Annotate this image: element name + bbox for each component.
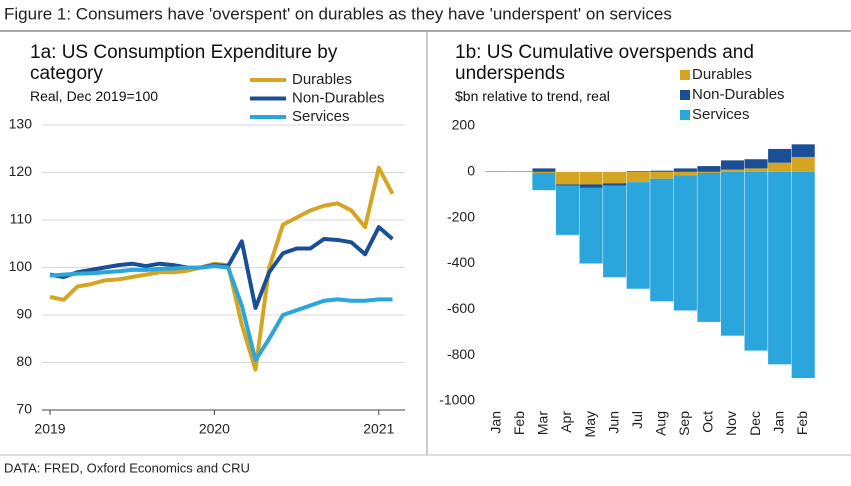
x-tick-label: May bbox=[582, 411, 598, 437]
bar bbox=[791, 171, 815, 379]
bar bbox=[768, 162, 792, 172]
source: DATA: FRED, Oxford Economics and CRU bbox=[4, 460, 250, 475]
bar bbox=[720, 171, 745, 336]
y-tick-label: 70 bbox=[16, 401, 32, 417]
x-tick-label: Sep bbox=[676, 411, 692, 436]
x-tick-label: Jun bbox=[605, 411, 621, 434]
x-tick-label: Mar bbox=[535, 411, 551, 435]
x-tick-label: Jan bbox=[487, 411, 503, 434]
x-tick-label: 2019 bbox=[34, 421, 65, 437]
bar bbox=[603, 185, 627, 278]
bar bbox=[626, 171, 650, 183]
y-tick-label: -1000 bbox=[439, 392, 475, 408]
y-tick-label: -200 bbox=[447, 208, 475, 224]
y-tick-label: 90 bbox=[16, 306, 32, 322]
line bbox=[49, 264, 393, 363]
bar bbox=[673, 171, 697, 176]
y-tick-label: 200 bbox=[452, 117, 476, 133]
bar bbox=[555, 185, 580, 235]
bar bbox=[626, 171, 650, 172]
bar bbox=[697, 171, 721, 173]
bar bbox=[697, 172, 721, 322]
legend-label: Services bbox=[292, 108, 350, 125]
bar bbox=[791, 144, 815, 157]
y-tick-label: -800 bbox=[447, 346, 475, 362]
legend-label: Non-Durables bbox=[292, 89, 385, 106]
y-tick-label: 120 bbox=[9, 163, 33, 179]
bar bbox=[532, 168, 556, 172]
bar bbox=[532, 172, 556, 191]
x-tick-label: Dec bbox=[747, 411, 763, 436]
bar bbox=[697, 166, 721, 172]
panel-subtitle: Real, Dec 2019=100 bbox=[30, 88, 159, 104]
figure-title: Figure 1: Consumers have 'overspent' on … bbox=[4, 4, 672, 23]
panel-subtitle: $bn relative to trend, real bbox=[455, 88, 610, 104]
legend-label: Durables bbox=[292, 71, 352, 88]
bar bbox=[626, 182, 650, 289]
bar bbox=[603, 183, 627, 186]
x-tick-label: Jan bbox=[770, 411, 786, 434]
y-tick-label: -600 bbox=[447, 300, 475, 316]
x-tick-label: Jul bbox=[629, 411, 645, 429]
x-tick-label: Feb bbox=[794, 411, 810, 435]
bar bbox=[768, 148, 792, 163]
bar bbox=[579, 184, 603, 188]
bar bbox=[650, 170, 674, 172]
legend-swatch bbox=[680, 110, 690, 120]
x-tick-label: Apr bbox=[558, 411, 574, 433]
legend-label: Non-Durables bbox=[692, 86, 785, 103]
legend-label: Durables bbox=[692, 66, 752, 83]
legend-swatch bbox=[680, 70, 690, 80]
bar bbox=[744, 159, 768, 169]
x-tick-label: Feb bbox=[511, 411, 527, 435]
bar bbox=[720, 169, 745, 172]
bar bbox=[532, 171, 556, 173]
bar bbox=[650, 178, 674, 302]
bar bbox=[768, 171, 792, 365]
y-tick-label: 130 bbox=[9, 116, 33, 132]
x-tick-label: Nov bbox=[723, 411, 739, 436]
y-tick-label: -400 bbox=[447, 254, 475, 270]
bar bbox=[555, 184, 580, 186]
y-tick-label: 0 bbox=[467, 163, 475, 179]
bar bbox=[673, 168, 697, 172]
bar bbox=[744, 168, 768, 172]
panel-title: 1b: US Cumulative overspends and undersp… bbox=[455, 42, 754, 84]
y-tick-label: 110 bbox=[10, 211, 33, 227]
x-tick-label: Oct bbox=[700, 411, 716, 433]
x-tick-label: 2021 bbox=[363, 421, 394, 437]
bar bbox=[579, 171, 603, 185]
bar bbox=[720, 160, 745, 170]
legend-swatch bbox=[680, 90, 690, 100]
bar bbox=[579, 187, 603, 264]
legend-label: Services bbox=[692, 106, 750, 123]
bar bbox=[603, 171, 627, 184]
y-tick-label: 80 bbox=[16, 353, 32, 369]
x-tick-label: 2020 bbox=[199, 421, 230, 437]
bar bbox=[650, 171, 674, 179]
x-tick-label: Aug bbox=[652, 411, 668, 436]
y-tick-label: 100 bbox=[9, 258, 33, 274]
bar bbox=[791, 156, 815, 172]
panel-title: 1a: US Consumption Expenditure by catego… bbox=[30, 42, 338, 84]
bar bbox=[555, 171, 580, 185]
bar bbox=[744, 171, 768, 351]
bar bbox=[673, 175, 697, 311]
